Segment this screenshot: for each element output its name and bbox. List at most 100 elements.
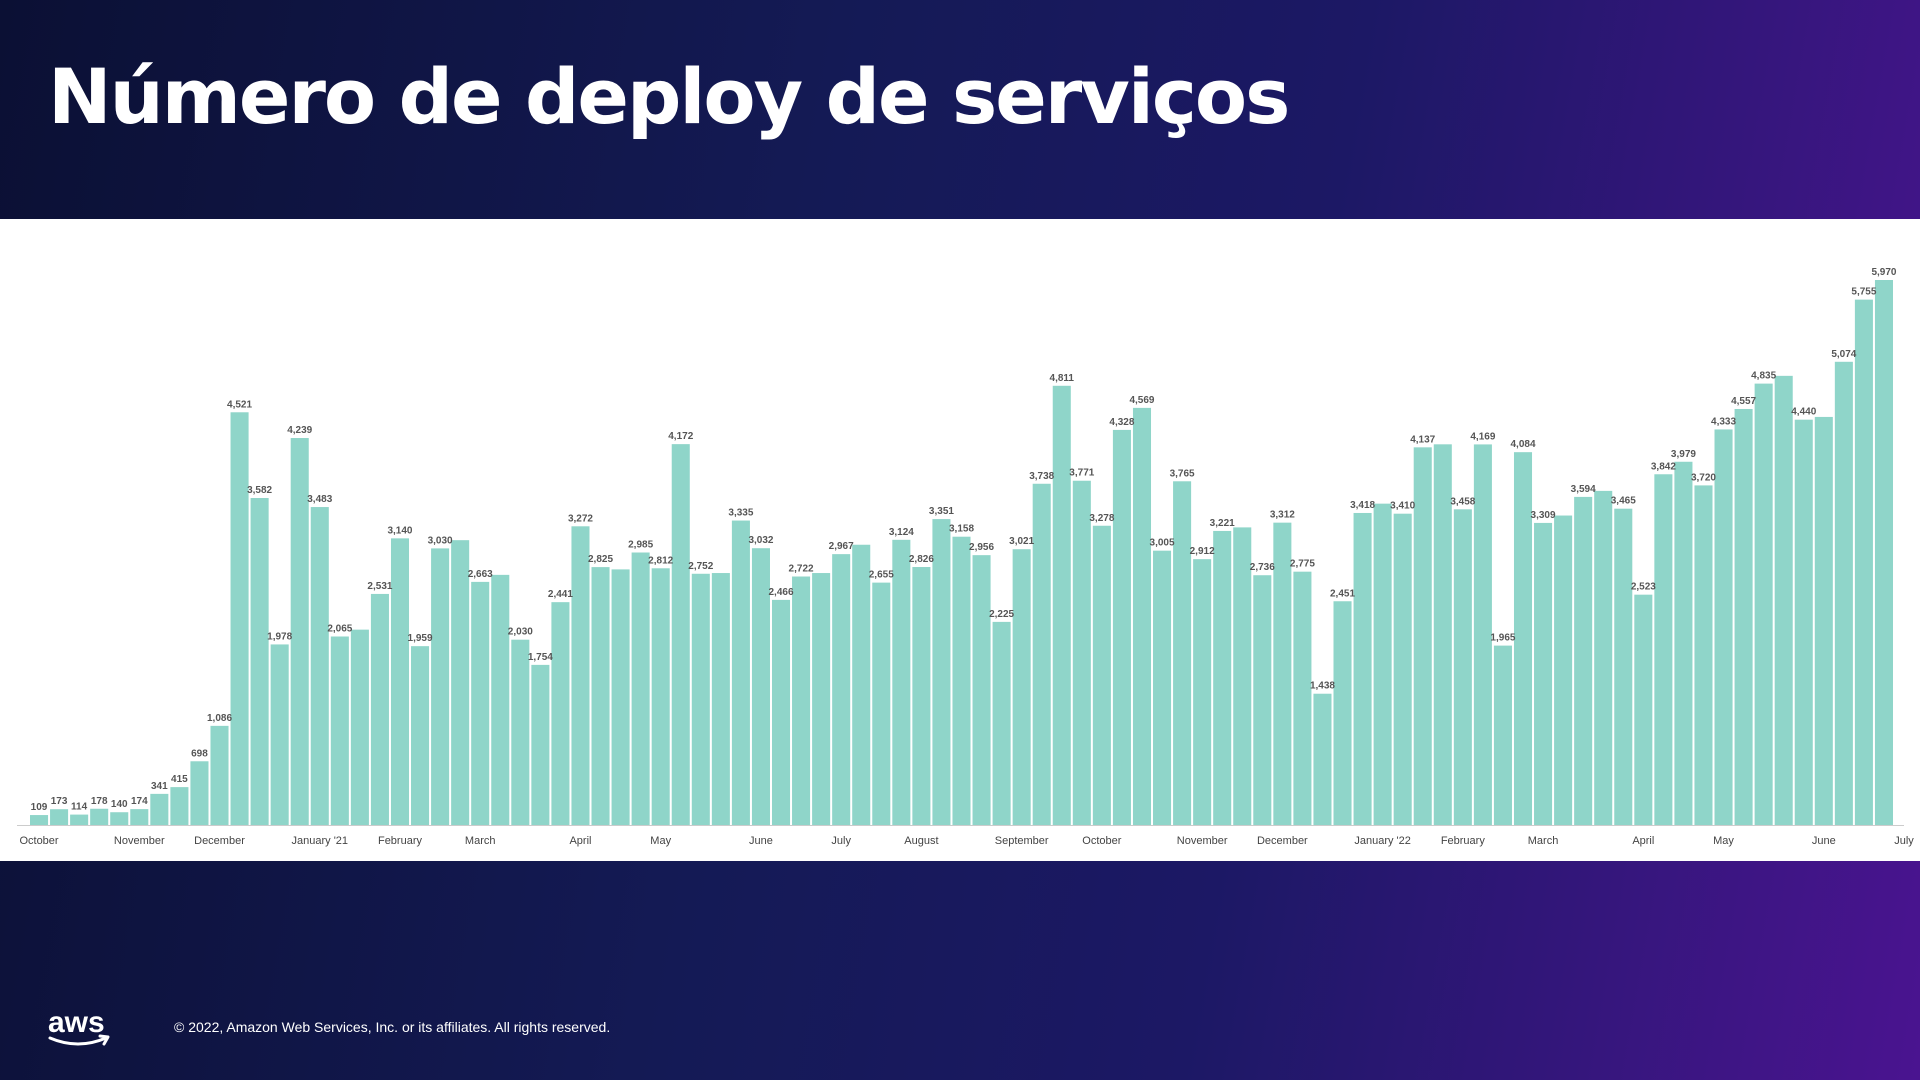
bar (50, 809, 69, 825)
bar-value-label: 2,956 (969, 542, 994, 553)
bar (1193, 559, 1212, 825)
bar (110, 812, 129, 825)
bar-value-label: 3,582 (247, 485, 272, 496)
bar (812, 573, 831, 825)
bar-value-label: 3,410 (1390, 501, 1415, 512)
bar (1634, 594, 1653, 825)
bar-value-label: 3,465 (1611, 496, 1636, 507)
bar (150, 793, 169, 825)
bar-value-label: 4,084 (1510, 439, 1535, 450)
bar (1333, 601, 1352, 825)
bar-value-label: 4,440 (1791, 407, 1816, 418)
bar (1012, 549, 1031, 825)
bar (711, 573, 730, 825)
bar-value-label: 4,172 (668, 431, 693, 442)
bar-value-label: 4,328 (1109, 417, 1134, 428)
copyright-text: © 2022, Amazon Web Services, Inc. or its… (174, 1019, 611, 1035)
bar (1714, 429, 1733, 825)
x-tick-label: January '21 (292, 835, 349, 847)
bar-value-label: 5,755 (1851, 287, 1876, 298)
bar (531, 664, 550, 825)
bar-value-label: 109 (31, 802, 48, 813)
bar-value-label: 2,985 (628, 540, 653, 551)
aws-logo: aws (46, 1006, 116, 1054)
bar-value-label: 2,523 (1631, 582, 1656, 593)
bar (651, 568, 670, 825)
bar-value-label: 173 (51, 796, 68, 807)
bar-value-label: 3,351 (929, 506, 954, 517)
bar (992, 621, 1011, 825)
bar-value-label: 2,030 (508, 627, 533, 638)
x-tick-label: March (465, 835, 496, 847)
bars-group (30, 280, 1893, 825)
bar (511, 639, 530, 825)
bar (1854, 299, 1873, 825)
bar-value-label: 3,309 (1531, 510, 1556, 521)
x-tick-label: June (1812, 835, 1836, 847)
bar (1513, 452, 1533, 825)
bar-value-label: 3,140 (387, 525, 412, 536)
x-tick-label: April (1632, 835, 1654, 847)
bar (571, 526, 590, 825)
bar (1694, 485, 1713, 825)
bar (230, 412, 249, 825)
bar (310, 507, 329, 825)
bar-value-label: 1,959 (408, 633, 433, 644)
bar (932, 519, 951, 825)
bar-value-label: 2,655 (869, 570, 894, 581)
bar-value-label: 2,736 (1250, 562, 1275, 573)
bar-value-label: 2,225 (989, 609, 1014, 620)
bar (671, 444, 690, 825)
bar-value-label: 3,842 (1651, 461, 1676, 472)
bar (872, 582, 891, 825)
bar (1433, 444, 1452, 825)
bar (250, 498, 269, 825)
bar-value-label: 415 (171, 774, 188, 785)
chart-panel: 109 173 114 178 140 174 341 415 698 1,086 4,521 3,5… (0, 219, 1920, 861)
bar (70, 814, 89, 825)
bar (491, 574, 510, 825)
bar-value-label: 3,765 (1170, 468, 1195, 479)
bar-value-label: 5,074 (1831, 349, 1856, 360)
bar (1092, 525, 1111, 825)
bar (731, 520, 750, 825)
bar (751, 548, 770, 825)
bar-value-label: 3,483 (307, 494, 332, 505)
bar (370, 593, 389, 825)
bar (631, 552, 650, 825)
bar-value-label: 4,521 (227, 399, 252, 410)
x-tick-label: August (904, 835, 938, 847)
bar (1734, 408, 1753, 825)
bar-value-label: 3,005 (1150, 538, 1175, 549)
bar-value-label: 1,978 (267, 631, 292, 642)
bar-value-label: 4,137 (1410, 434, 1435, 445)
bar-value-label: 4,239 (287, 425, 312, 436)
bar (90, 808, 109, 825)
x-tick-label: December (1257, 835, 1308, 847)
bar-value-label: 1,965 (1490, 633, 1515, 644)
slide-title: Número de deploy de serviços (48, 52, 1290, 141)
bar (1132, 407, 1152, 825)
bar (1674, 461, 1693, 825)
bar-value-label: 3,021 (1009, 536, 1034, 547)
bar (431, 548, 450, 825)
bar (190, 761, 209, 825)
bar (1554, 515, 1573, 825)
bar-value-label: 3,272 (568, 513, 593, 524)
bar-value-label: 3,594 (1571, 484, 1596, 495)
x-tick-label: September (995, 835, 1049, 847)
bar-value-label: 3,032 (748, 535, 773, 546)
bar (1373, 503, 1392, 825)
x-tick-label: July (1894, 835, 1914, 847)
x-tick-label: July (831, 835, 851, 847)
bar-value-label: 2,531 (367, 581, 392, 592)
bar-value-label: 341 (151, 781, 168, 792)
bar (1032, 483, 1051, 825)
bar-value-label: 3,158 (949, 524, 974, 535)
bar (1393, 513, 1412, 825)
bar (1353, 512, 1372, 825)
bar (290, 438, 309, 825)
bar-value-label: 2,826 (909, 554, 934, 565)
bar-value-label: 1,438 (1310, 681, 1335, 692)
